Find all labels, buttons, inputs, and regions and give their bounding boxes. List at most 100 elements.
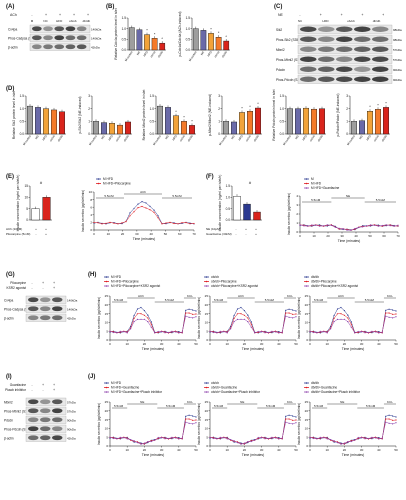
panel-h-chart1-series-point bbox=[140, 306, 142, 309]
panel-h-chart3-y-tick-label: 5 bbox=[306, 329, 308, 333]
panel-f-trace-series-point bbox=[307, 225, 309, 227]
panel-j-chart3-recovery-label: 5.5mM bbox=[366, 404, 376, 408]
panel-i-header-sign: + bbox=[53, 388, 55, 392]
panel-e-trace-series-point bbox=[129, 215, 131, 217]
panel-e-trace-series-point bbox=[149, 209, 151, 211]
panel-b-chart2-bar bbox=[208, 33, 214, 51]
panel-e-trace-series-point bbox=[145, 207, 147, 209]
panel-j-chart3-y-tick-label: 10 bbox=[305, 427, 309, 431]
panel-h-chart1-series-point bbox=[140, 318, 142, 320]
panel-c-row-label: Mbnl2 bbox=[276, 48, 285, 52]
panel-h-chart3-kcl-label: KCL bbox=[387, 294, 393, 298]
panel-h-chart1-y-tick-label: 20 bbox=[105, 303, 109, 307]
panel-j-chart1-series-point bbox=[195, 422, 197, 424]
panel-e-trace-series-point bbox=[121, 222, 123, 224]
panel-g-blot-strip bbox=[25, 295, 67, 304]
panel-a-column-label: M bbox=[31, 19, 34, 23]
panel-j-chart3-series-point bbox=[361, 436, 363, 439]
panel-d-chart1-y-label: Relative Sik2 protein level in islet bbox=[12, 91, 16, 139]
panel-i-kda-label: 57kDa bbox=[67, 400, 76, 404]
panel-j-chart2-series-point bbox=[292, 419, 294, 421]
panel-h-chart3-x-tick-label: 40 bbox=[377, 342, 381, 346]
panel-f-trace-series-point bbox=[366, 225, 368, 227]
panel-j-chart1-series-point bbox=[195, 416, 197, 418]
panel-j-chart2-baseline-label: 5.5mM bbox=[214, 404, 224, 408]
panel-h-chart1-series-point bbox=[192, 313, 194, 315]
panel-j-chart2-kcl-label: KCL bbox=[287, 400, 293, 404]
panel-d-chart2-y-tick-label: 0 bbox=[88, 132, 90, 136]
panel-d-chart2-category-label: db/db bbox=[123, 134, 131, 142]
panel-f-trace-series-point bbox=[299, 224, 301, 226]
panel-b-chart2-y-tick-label: 0.5 bbox=[186, 38, 191, 42]
panel-j-chart1-legend-marker bbox=[105, 391, 108, 393]
panel-j-chart2-y-tick-label: 10 bbox=[205, 427, 209, 431]
panel-c-kda-label: 90kDa bbox=[393, 68, 402, 72]
panel-j-chart1-y-label: Insulin secretion (pg/islet/min) bbox=[97, 403, 101, 445]
panel-d-chart5-y-tick-label: 0.0 bbox=[280, 132, 285, 136]
panel-f-trace-series-point bbox=[397, 224, 399, 226]
panel-c-band bbox=[372, 26, 389, 32]
panel-j-chart2-series-point bbox=[295, 422, 297, 424]
panel-d-chart5-bar bbox=[295, 108, 302, 135]
panel-g-band bbox=[40, 315, 51, 321]
panel-f-bar-y-tick-label: 1.0 bbox=[226, 196, 231, 200]
panel-d-chart3-category-label: HFD bbox=[171, 134, 178, 141]
panel-f-trace-y-tick-label: 1 bbox=[296, 221, 298, 225]
panel-h-chart2-legend-marker bbox=[205, 276, 208, 278]
panel-d-chart6-bar bbox=[351, 121, 358, 135]
panel-h-chart3-series-point bbox=[392, 317, 394, 319]
panel-e-trace-series-point bbox=[165, 222, 167, 224]
panel-j-chart3-x-tick-label: 0 bbox=[309, 448, 311, 452]
panel-f-trace-baseline-label: 5.5mM bbox=[311, 198, 321, 202]
panel-f-trace-series-line bbox=[299, 224, 399, 231]
panel-b-chart2-category-label: M control bbox=[188, 50, 198, 62]
panel-h-chart2-series-point bbox=[243, 318, 245, 320]
panel-a-header-sign: - bbox=[31, 13, 33, 17]
panel-j-chart1-x-label: Time (minutes) bbox=[142, 453, 164, 457]
panel-h-chart1-series-point bbox=[185, 312, 187, 314]
panel-h-chart3-legend-label: db/db+Pilocarpine+KSR2 agonist bbox=[311, 284, 358, 288]
panel-h-chart2-series-point bbox=[288, 308, 290, 310]
panel-j-chart2-y-tick-label: 0 bbox=[206, 444, 208, 448]
panel-h-chart3-series-point bbox=[340, 313, 342, 315]
panel-c-kda-label: 90kDa bbox=[393, 78, 402, 82]
panel-g-blot-strip bbox=[25, 304, 67, 313]
panel-h-chart2-series-point bbox=[261, 330, 263, 333]
panel-f-trace-series-point bbox=[354, 227, 356, 230]
panel-f-bar-bar bbox=[233, 195, 241, 221]
panel-j-chart3-y-tick-label: 25 bbox=[305, 400, 309, 404]
panel-f-trace-series-point bbox=[373, 224, 376, 226]
panel-g-header-label: Pilocarpine bbox=[10, 281, 26, 285]
panel-h-chart2-series-point bbox=[236, 318, 239, 320]
panel-e-trace-series-point bbox=[177, 223, 179, 225]
panel-h-chart1-series-point bbox=[181, 331, 183, 333]
panel-d-chart1-category-label: NC bbox=[34, 134, 40, 140]
panel-e-trace-series-point bbox=[193, 222, 195, 225]
panel-c-row-label: Phos-Mbnl2 (S186) bbox=[276, 58, 303, 62]
panel-h-chart3-series-point bbox=[343, 314, 345, 316]
panel-h-chart2-y-tick-label: 0 bbox=[206, 338, 208, 342]
panel-f-trace-y-tick-label: 2 bbox=[296, 212, 298, 216]
panel-d-chart4-category-label: M control bbox=[218, 134, 228, 146]
panel-j-chart3-series-point bbox=[347, 441, 349, 443]
panel-f-trace-y-label: Insulin secretion (pg/islet/min) bbox=[287, 193, 291, 235]
panel-j-chart2-y-tick-label: 15 bbox=[205, 418, 209, 422]
panel-d-chart1-y-tick-label: 1.5 bbox=[20, 94, 25, 98]
panel-j-chart1-series-point bbox=[126, 438, 128, 440]
panel-j-chart2-legend-label: ob/ob bbox=[211, 381, 219, 385]
panel-h-chart1-y-tick-label: 15 bbox=[105, 312, 109, 316]
panel-f-trace-series-point bbox=[322, 225, 325, 227]
panel-j-chart1-series-point bbox=[143, 442, 145, 444]
panel-h-chart3-series-line bbox=[309, 315, 397, 334]
panel-j-chart1-series-point bbox=[188, 418, 190, 420]
panel-h-chart2-legend-label: ob/ob+Pilocarpine bbox=[211, 280, 237, 284]
panel-d-chart6-y-tick-label: 0 bbox=[346, 132, 348, 136]
panel-j-chart3-y-tick-label: 0 bbox=[306, 444, 308, 448]
panel-j-chart3-series-point bbox=[357, 436, 359, 439]
panel-f-trace-series-line bbox=[299, 224, 399, 231]
panel-h-chart3-series-point bbox=[336, 308, 339, 310]
panel-j-chart2-y-tick-label: 5 bbox=[206, 435, 208, 439]
panel-j-chart2-y-label: Insulin secretion (pg/islet/min) bbox=[197, 403, 201, 445]
panel-a-row-label: Phos-Cadpsa (S259) bbox=[8, 36, 38, 40]
